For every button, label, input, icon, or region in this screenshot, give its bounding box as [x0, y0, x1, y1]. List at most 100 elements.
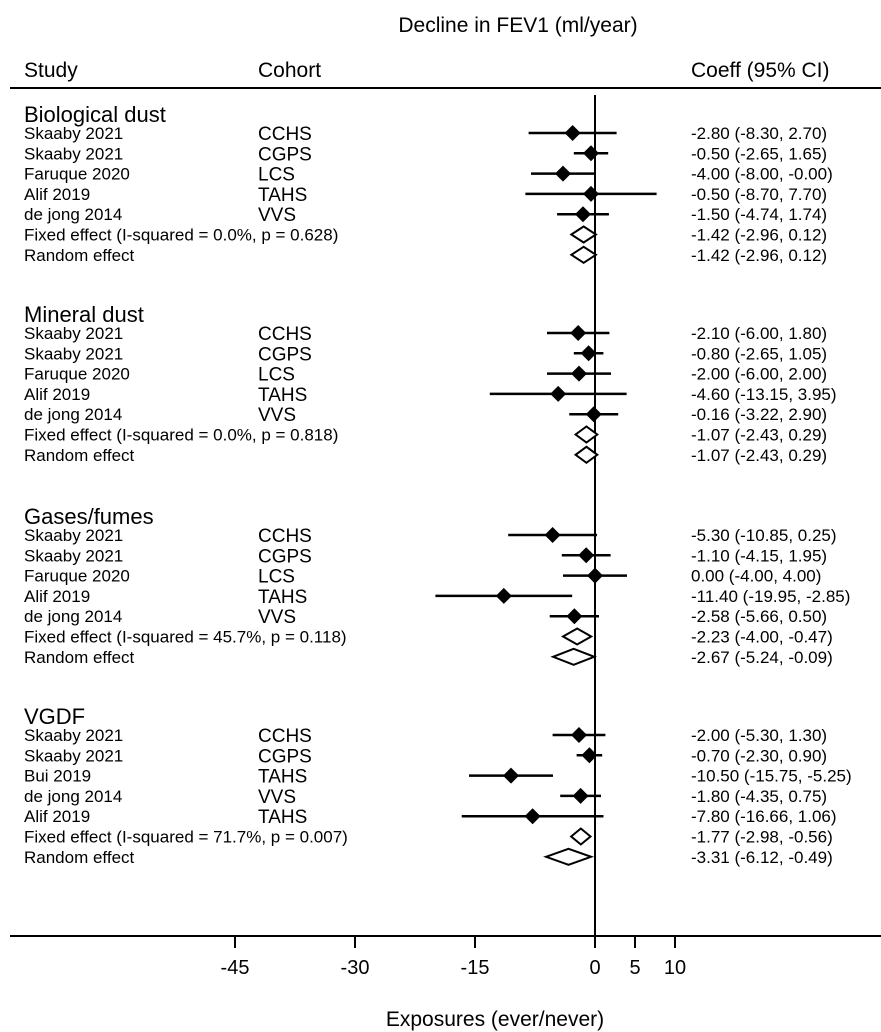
- study-label: Skaaby 2021: [24, 726, 123, 745]
- coeff-ci-text: -2.58 (-5.66, 0.50): [691, 607, 827, 626]
- fixed-effect-label: Fixed effect (I-squared = 45.7%, p = 0.1…: [24, 628, 347, 647]
- coeff-ci-text: -0.16 (-3.22, 2.90): [691, 405, 827, 424]
- study-label: Skaaby 2021: [24, 526, 123, 545]
- study-label: Skaaby 2021: [24, 124, 123, 143]
- pooled-diamond-fixed: [569, 827, 593, 846]
- cohort-label: VVS: [258, 405, 296, 426]
- group-title: Gases/fumes: [24, 504, 154, 529]
- random-effect-label: Random effect: [24, 446, 135, 465]
- study-label: Alif 2019: [24, 385, 90, 404]
- x-tick-label: -15: [461, 957, 490, 979]
- study-label: de jong 2014: [24, 205, 122, 224]
- random-effect-label: Random effect: [24, 246, 135, 265]
- point-estimate-marker: [585, 406, 602, 423]
- point-estimate-marker: [581, 747, 598, 764]
- study-label: Skaaby 2021: [24, 546, 123, 565]
- point-estimate-marker: [550, 385, 567, 402]
- coeff-ci-text: -2.00 (-5.30, 1.30): [691, 726, 827, 745]
- cohort-label: TAHS: [258, 587, 307, 608]
- cohort-label: CCHS: [258, 124, 312, 145]
- x-axis-label: Exposures (ever/never): [386, 1008, 604, 1031]
- cohort-label: CCHS: [258, 324, 312, 345]
- coeff-ci-text: -4.00 (-8.00, -0.00): [691, 165, 833, 184]
- study-label: Faruque 2020: [24, 165, 130, 184]
- coeff-ci-text: -0.50 (-8.70, 7.70): [691, 185, 827, 204]
- point-estimate-marker: [555, 165, 571, 182]
- fixed-effect-label: Fixed effect (I-squared = 0.0%, p = 0.62…: [24, 226, 338, 245]
- point-estimate-marker: [580, 345, 597, 362]
- cohort-label: TAHS: [258, 385, 307, 406]
- cohort-label: VVS: [258, 787, 296, 808]
- coeff-ci-text: -1.10 (-4.15, 1.95): [691, 546, 827, 565]
- coeff-ci-text: -1.50 (-4.74, 1.74): [691, 205, 827, 224]
- random-effect-ci-text: -3.31 (-6.12, -0.49): [691, 848, 833, 867]
- coeff-ci-text: -0.70 (-2.30, 0.90): [691, 746, 827, 765]
- pooled-diamond-fixed: [573, 425, 600, 444]
- fixed-effect-ci-text: -2.23 (-4.00, -0.47): [691, 628, 833, 647]
- coeff-ci-text: 0.00 (-4.00, 4.00): [691, 567, 821, 586]
- column-header-study: Study: [24, 59, 78, 82]
- pooled-diamond-random: [543, 847, 595, 866]
- coeff-ci-text: -5.30 (-10.85, 0.25): [691, 526, 837, 545]
- cohort-label: LCS: [258, 165, 295, 186]
- random-effect-ci-text: -1.42 (-2.96, 0.12): [691, 246, 827, 265]
- study-label: Skaaby 2021: [24, 746, 123, 765]
- fixed-effect-ci-text: -1.42 (-2.96, 0.12): [691, 226, 827, 245]
- study-label: Faruque 2020: [24, 567, 130, 586]
- random-effect-label: Random effect: [24, 648, 135, 667]
- column-header-cohort: Cohort: [258, 59, 321, 82]
- fixed-effect-ci-text: -1.07 (-2.43, 0.29): [691, 426, 827, 445]
- cohort-label: LCS: [258, 567, 295, 588]
- coeff-ci-text: -0.80 (-2.65, 1.05): [691, 344, 827, 363]
- pooled-diamond-random: [550, 647, 598, 666]
- point-estimate-marker: [583, 185, 599, 202]
- coeff-ci-text: -11.40 (-19.95, -2.85): [691, 587, 850, 606]
- study-label: Skaaby 2021: [24, 144, 123, 163]
- coeff-ci-text: -2.00 (-6.00, 2.00): [691, 365, 827, 384]
- pooled-diamond-fixed: [560, 627, 594, 646]
- point-estimate-marker: [544, 527, 561, 543]
- coeff-ci-text: -4.60 (-13.15, 3.95): [691, 385, 837, 404]
- study-label: Skaaby 2021: [24, 344, 123, 363]
- fixed-effect-label: Fixed effect (I-squared = 71.7%, p = 0.0…: [24, 828, 348, 847]
- coeff-ci-text: -2.10 (-6.00, 1.80): [691, 324, 827, 343]
- point-estimate-marker: [564, 125, 581, 141]
- cohort-label: CGPS: [258, 546, 312, 567]
- cohort-label: TAHS: [258, 807, 307, 828]
- group-title: Mineral dust: [24, 302, 144, 327]
- cohort-label: VVS: [258, 607, 296, 628]
- column-header-coeff: Coeff (95% CI): [691, 59, 830, 82]
- point-estimate-marker: [571, 365, 587, 382]
- point-estimate-marker: [495, 587, 512, 604]
- point-estimate-marker: [583, 145, 599, 162]
- x-tick-label: 10: [664, 957, 686, 979]
- pooled-diamond-random: [573, 445, 600, 465]
- study-label: de jong 2014: [24, 787, 122, 806]
- fixed-effect-ci-text: -1.77 (-2.98, -0.56): [691, 828, 833, 847]
- group-title: VGDF: [24, 704, 85, 729]
- coeff-ci-text: -0.50 (-2.65, 1.65): [691, 144, 827, 163]
- x-axis-ticks: -45 -30 -15 0 5 10: [221, 936, 686, 979]
- cohort-label: TAHS: [258, 767, 307, 788]
- point-estimate-marker: [571, 727, 587, 743]
- x-tick-label: -30: [341, 957, 370, 979]
- study-label: Alif 2019: [24, 807, 90, 826]
- coeff-ci-text: -10.50 (-15.75, -5.25): [691, 767, 852, 786]
- x-tick-label: 0: [589, 957, 600, 979]
- chart-title: Decline in FEV1 (ml/year): [398, 14, 637, 37]
- random-effect-label: Random effect: [24, 848, 135, 867]
- x-tick-label: -45: [221, 957, 250, 979]
- point-estimate-marker: [570, 325, 587, 341]
- pooled-diamond-random: [569, 245, 598, 264]
- x-tick-label: 5: [629, 957, 640, 979]
- random-effect-ci-text: -2.67 (-5.24, -0.09): [691, 648, 833, 667]
- point-estimate-marker: [575, 206, 591, 223]
- study-label: de jong 2014: [24, 405, 122, 424]
- point-estimate-marker: [572, 787, 589, 804]
- point-estimate-marker: [524, 808, 541, 825]
- cohort-label: CCHS: [258, 526, 312, 547]
- point-estimate-marker: [578, 547, 595, 564]
- cohort-label: CGPS: [258, 746, 312, 767]
